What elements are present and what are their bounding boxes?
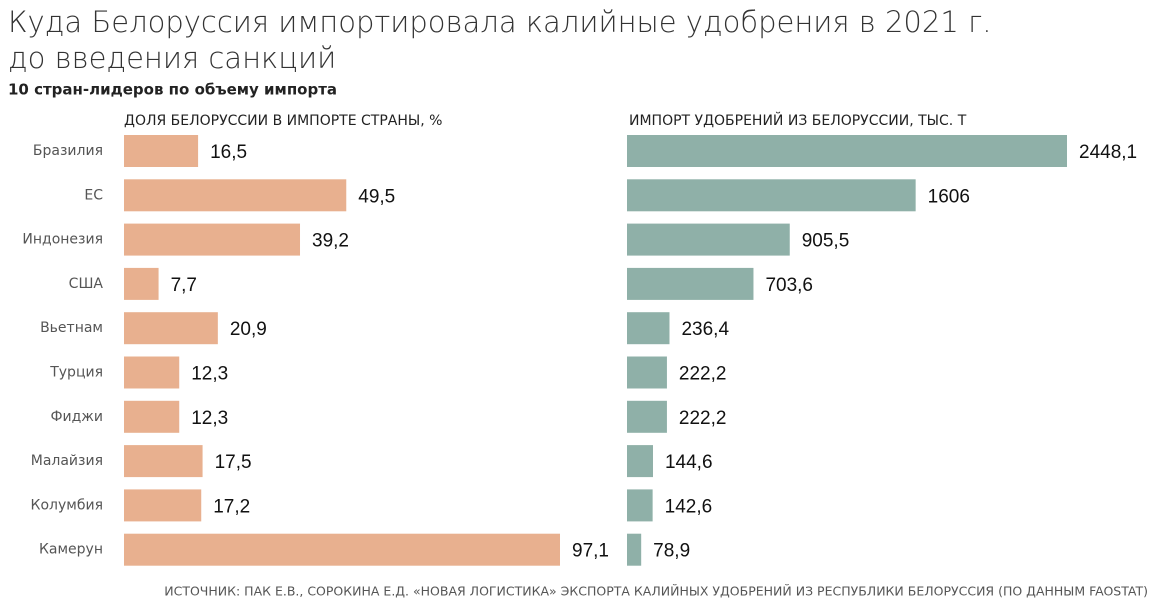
value-label: 12,3 (191, 364, 228, 385)
category-label: Колумбия (31, 497, 103, 513)
bar (627, 223, 790, 256)
value-label: 222,2 (679, 364, 727, 385)
subtitle: 10 стран-лидеров по объему импорта (8, 81, 337, 99)
bar (627, 356, 667, 389)
category-label: Индонезия (22, 232, 103, 248)
value-label: 144,6 (665, 452, 713, 473)
value-label: 16,5 (210, 142, 247, 163)
value-label: 2448,1 (1079, 142, 1137, 163)
category-label: США (69, 276, 104, 292)
bar (124, 179, 347, 212)
bar (124, 400, 180, 433)
value-label: 49,5 (358, 186, 395, 207)
value-label: 905,5 (802, 231, 850, 252)
value-label: 78,9 (653, 541, 690, 562)
value-label: 236,4 (681, 319, 729, 340)
category-label: Турция (49, 365, 103, 381)
chart-title-line2: до введения санкций (8, 41, 336, 75)
value-label: 1606 (928, 186, 970, 207)
value-label: 17,2 (213, 496, 250, 517)
bar (124, 445, 203, 478)
bar (124, 312, 218, 345)
bar (124, 356, 180, 389)
category-label: Бразилия (33, 143, 103, 159)
bar (627, 267, 754, 300)
category-label: Фиджи (50, 409, 103, 425)
value-label: 39,2 (312, 231, 349, 252)
value-label: 222,2 (679, 408, 727, 429)
value-label: 20,9 (230, 319, 267, 340)
category-label: Вьетнам (40, 320, 103, 336)
bar (627, 533, 642, 566)
bar (627, 179, 916, 212)
bar (627, 489, 653, 522)
category-label: ЕС (84, 187, 103, 203)
bar (124, 223, 301, 256)
value-label: 97,1 (572, 541, 609, 562)
bar (124, 533, 560, 566)
source: ИСТОЧНИК: ПАК Е.В., СОРОКИНА Е.Д. «НОВАЯ… (164, 584, 1148, 599)
bar (627, 445, 653, 478)
bar (627, 312, 670, 345)
bar (627, 400, 667, 433)
value-label: 12,3 (191, 408, 228, 429)
value-label: 703,6 (765, 275, 813, 296)
value-label: 7,7 (171, 275, 197, 296)
panel-title: ДОЛЯ БЕЛОРУССИИ В ИМПОРТЕ СТРАНЫ, % (124, 113, 442, 129)
value-label: 142,6 (665, 496, 713, 517)
category-label: Малайзия (31, 453, 103, 469)
panel-title: ИМПОРТ УДОБРЕНИЙ ИЗ БЕЛОРУССИИ, ТЫС. Т (629, 111, 967, 129)
bar (627, 135, 1067, 167)
bar (124, 267, 159, 300)
bar (124, 135, 199, 167)
category-label: Камерун (39, 542, 103, 558)
value-label: 17,5 (215, 452, 252, 473)
bar (124, 489, 202, 522)
chart-title: Куда Белоруссия импортировала калийные у… (8, 5, 991, 39)
